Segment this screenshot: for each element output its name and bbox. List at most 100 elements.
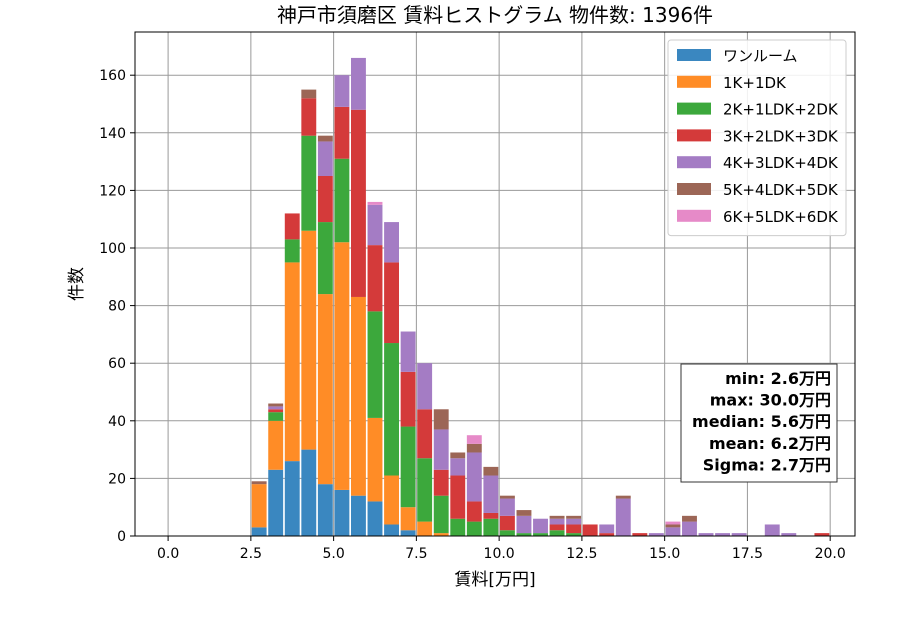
legend-label: 4K+3LDK+4DK [723, 154, 839, 172]
y-tick-label: 0 [117, 529, 126, 545]
y-tick-label: 140 [99, 126, 126, 142]
legend-swatch [677, 129, 711, 142]
x-tick-label: 0.0 [157, 546, 179, 562]
bar-segment [384, 475, 399, 525]
bar-segment [483, 512, 499, 519]
x-tick-label: 12.5 [566, 546, 597, 562]
bar-segment [566, 518, 582, 525]
bar-segment [483, 466, 499, 476]
bar-segment [367, 501, 383, 536]
bar-segment [566, 533, 582, 536]
stats-line: mean: 6.2万円 [709, 434, 831, 453]
legend: ワンルーム 1K+1DK 2K+1LDK+2DK 3K+2LDK+3DK 4K+3LDK… [667, 39, 847, 237]
bar-segment [582, 524, 598, 536]
y-tick-label: 100 [99, 241, 126, 257]
bar-segment [317, 294, 333, 485]
bar-segment [284, 461, 300, 536]
bar-segment [400, 331, 416, 372]
legend-swatch [677, 156, 711, 169]
bar-segment [268, 420, 284, 470]
bar-segment [433, 495, 449, 534]
bar-segment [731, 533, 747, 536]
legend-label: 2K+1LDK+2DK [723, 101, 839, 119]
bar-segment [566, 524, 582, 534]
bar-segment [615, 495, 631, 499]
bar-segment [367, 417, 383, 502]
y-tick-label: 40 [108, 414, 126, 430]
bar-segment [384, 524, 399, 536]
stats-frame [680, 363, 838, 483]
bar-segment [665, 524, 681, 528]
x-axis-ticks: 0.0 2.5 5.0 7.5 10.0 12.5 15.0 17.5 20.0 [157, 536, 846, 562]
bar-segment [400, 426, 416, 508]
bar-segment [351, 57, 366, 110]
bar-segment [284, 262, 300, 462]
bar-segment [615, 498, 631, 536]
bar-segment [682, 521, 697, 536]
bar-segment [351, 296, 366, 496]
bar-segment [499, 495, 515, 499]
bar-segment [251, 481, 267, 485]
bar-segment [433, 533, 449, 536]
bar-segment [499, 530, 515, 536]
legend-swatch [677, 49, 711, 61]
bar-segment [516, 515, 532, 534]
bar-segment [301, 89, 317, 99]
bar-segment [367, 311, 383, 418]
bar-segment [334, 489, 350, 536]
x-tick-label: 20.0 [815, 546, 846, 562]
x-tick-label: 2.5 [240, 546, 262, 562]
bar-segment [483, 518, 499, 536]
bar-segment [317, 176, 333, 223]
legend-swatch [677, 209, 711, 222]
bar-segment [317, 141, 333, 176]
bar-segment [284, 213, 300, 240]
bar-segment [317, 135, 333, 142]
bar-segment [781, 533, 797, 536]
legend-label: ワンルーム [723, 47, 798, 65]
stats-box: min: 2.6万円 max: 30.0万円 median: 5.6万円 mean: … [680, 363, 838, 483]
bar-segment [566, 515, 582, 519]
bar-segment [648, 533, 664, 536]
bar-segment [814, 533, 830, 536]
bar-segment [433, 429, 449, 470]
bars [251, 57, 830, 536]
bar-segment [450, 475, 466, 519]
bar-segment [417, 521, 433, 536]
bar-segment [334, 106, 350, 159]
bar-segment [268, 403, 284, 407]
bar-segment [284, 239, 300, 263]
bar-segment [549, 524, 565, 531]
legend-frame [667, 39, 847, 237]
x-axis-label: 賃料[万円] [454, 570, 535, 590]
bar-segment [466, 443, 482, 453]
bar-segment [417, 458, 433, 522]
bar-segment [301, 98, 317, 136]
bar-segment [268, 406, 284, 410]
bar-segment [367, 204, 383, 246]
bar-segment [351, 495, 366, 536]
bar-segment [317, 484, 333, 536]
bar-segment [384, 222, 399, 263]
stats-line: Sigma: 2.7万円 [703, 455, 831, 474]
bar-segment [384, 343, 399, 476]
bar-segment [549, 515, 565, 519]
bar-segment [268, 469, 284, 536]
y-tick-label: 20 [108, 471, 126, 487]
bar-segment [665, 521, 681, 525]
bar-segment [268, 409, 284, 413]
bar-segment [433, 409, 449, 430]
bar-segment [417, 363, 433, 410]
legend-label: 6K+5LDK+6DK [723, 208, 839, 226]
bar-segment [632, 533, 648, 536]
bar-segment [450, 458, 466, 476]
bar-segment [698, 533, 714, 536]
bar-segment [384, 262, 399, 344]
bar-segment [450, 452, 466, 459]
bar-segment [367, 201, 383, 205]
bar-segment [499, 515, 515, 531]
legend-swatch [677, 102, 711, 115]
bar-segment [483, 475, 499, 513]
bar-segment [251, 527, 267, 536]
